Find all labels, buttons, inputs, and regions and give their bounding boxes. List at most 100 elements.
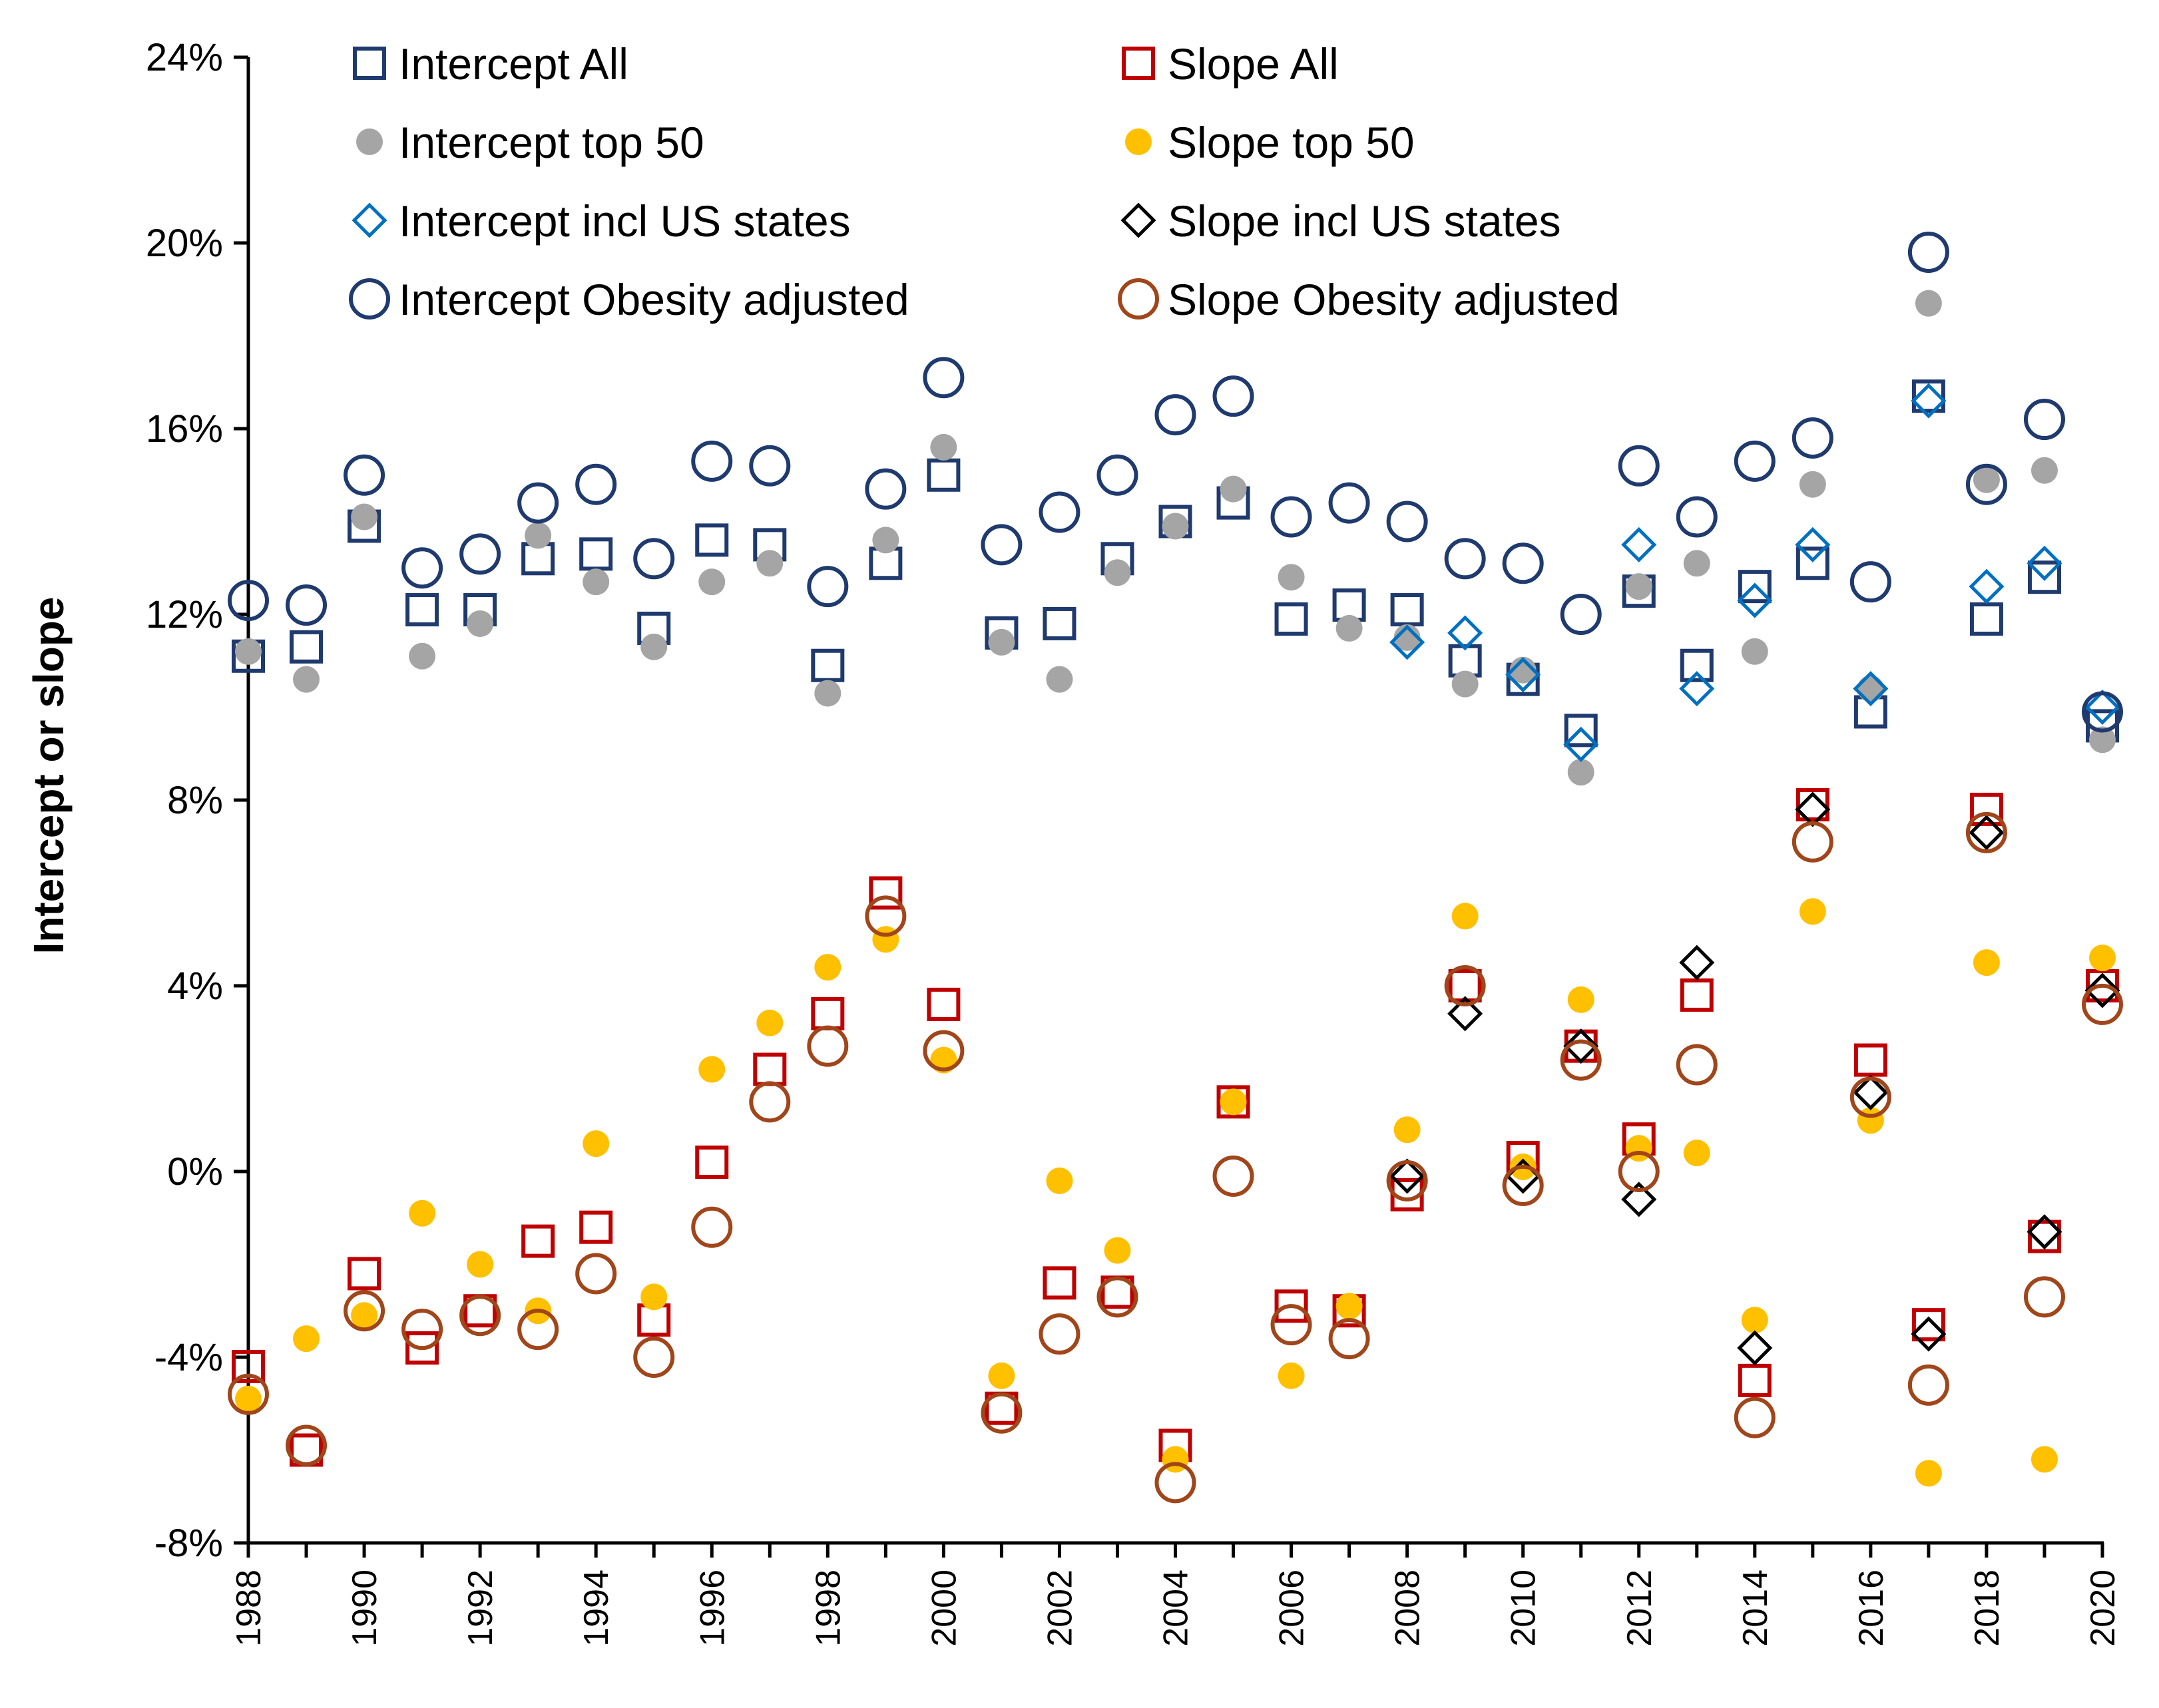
data-point [2031, 1446, 2058, 1473]
marker-shape [1154, 1462, 1196, 1504]
data-point [405, 593, 439, 627]
series-intercept-obesity-adjusted [228, 231, 2123, 733]
data-point [401, 547, 443, 589]
marker-shape [1853, 1074, 1889, 1110]
data-point [1795, 527, 1831, 562]
marker-shape [232, 1349, 265, 1383]
legend-label: Slope All [1168, 39, 1339, 89]
data-point [640, 1283, 668, 1311]
marker-shape [1447, 615, 1483, 651]
marker-shape [1393, 1116, 1421, 1144]
data-point [583, 568, 610, 596]
data-point [1907, 1364, 1949, 1406]
marker-shape [1676, 1044, 1718, 1086]
marker-shape [235, 1385, 262, 1412]
marker-shape [1220, 475, 1247, 503]
marker-shape [1278, 564, 1305, 591]
data-point [290, 630, 324, 664]
data-point [344, 454, 385, 496]
marker-shape [1969, 792, 2003, 826]
marker-shape [923, 1030, 965, 1072]
data-point [1104, 1237, 1131, 1264]
marker-shape [1676, 496, 1718, 538]
marker-shape [1915, 1460, 1942, 1487]
marker-shape [1212, 1155, 1254, 1197]
marker-shape [1096, 454, 1138, 496]
legend-item: Slope All [1122, 39, 1339, 89]
data-point [344, 1290, 385, 1332]
x-tick-label: 2012 [1620, 1570, 1659, 1647]
data-point [872, 527, 899, 554]
legend-label: Intercept Obesity adjusted [399, 275, 909, 324]
y-tick-label: 4% [167, 964, 223, 1008]
data-point [1335, 1293, 1363, 1320]
data-point [1849, 561, 1891, 603]
data-point [1043, 606, 1077, 640]
data-point [749, 445, 791, 487]
data-point [695, 1146, 729, 1179]
data-point [2031, 457, 2058, 484]
data-point [930, 433, 957, 461]
marker-shape [405, 593, 439, 627]
data-point [2089, 945, 2116, 972]
marker-shape [351, 1302, 378, 1329]
marker-shape [356, 128, 383, 155]
marker-shape [1796, 787, 1829, 821]
data-point [1564, 714, 1598, 747]
data-point [923, 1030, 965, 1072]
marker-shape [1120, 202, 1156, 238]
marker-shape [1328, 1318, 1370, 1360]
marker-shape [1039, 491, 1080, 533]
data-point [405, 1331, 439, 1365]
data-point [1444, 538, 1486, 580]
data-point [2027, 1219, 2061, 1253]
data-point [1969, 602, 2003, 636]
data-point [1857, 675, 1884, 702]
legend-item: Intercept top 50 [356, 118, 704, 167]
marker-shape [1911, 1308, 1945, 1342]
data-point [286, 584, 328, 626]
marker-shape [814, 680, 841, 707]
data-point [1792, 417, 1833, 459]
x-tick-label: 1996 [693, 1570, 732, 1647]
y-tick-label: -4% [154, 1336, 223, 1379]
data-point [1737, 1330, 1773, 1366]
data-point [1039, 1313, 1080, 1355]
data-point [1734, 1396, 1776, 1438]
marker-shape [1560, 1039, 1602, 1081]
data-point [1621, 527, 1657, 562]
data-point [1162, 513, 1189, 540]
legend-item: Intercept Obesity adjusted [349, 275, 909, 324]
data-point [1625, 573, 1652, 600]
axes: -8% -4% 0% 4% 8% 12% 16% 20% 24% 1988 1990 1992 1994… [146, 36, 2122, 1647]
data-point [1274, 602, 1308, 636]
marker-shape [807, 566, 849, 608]
data-point [575, 463, 617, 505]
data-point [1737, 582, 1773, 618]
data-point [756, 550, 784, 577]
marker-shape [1505, 657, 1541, 693]
marker-shape [2023, 1276, 2065, 1318]
x-tick-label: 1988 [230, 1570, 268, 1647]
data-point [1738, 570, 1772, 604]
marker-shape [228, 580, 269, 622]
marker-shape [1278, 1362, 1305, 1389]
legend-item: Intercept All [353, 39, 628, 89]
data-point [232, 1349, 265, 1383]
legend-marker [352, 202, 387, 238]
legend-marker [356, 128, 383, 155]
marker-shape [1335, 1293, 1363, 1320]
marker-shape [1039, 1313, 1080, 1355]
data-point [2027, 545, 2062, 581]
data-point [1676, 1044, 1718, 1086]
marker-shape [293, 1325, 320, 1353]
marker-shape [290, 630, 324, 664]
y-tick-label: 24% [146, 36, 223, 79]
legend-label: Intercept top 50 [399, 118, 704, 167]
marker-shape [1915, 290, 1942, 317]
data-point [1046, 1167, 1073, 1194]
marker-shape [1741, 638, 1768, 665]
marker-shape [575, 1253, 617, 1295]
marker-shape [1795, 527, 1831, 562]
marker-shape [409, 1199, 436, 1227]
